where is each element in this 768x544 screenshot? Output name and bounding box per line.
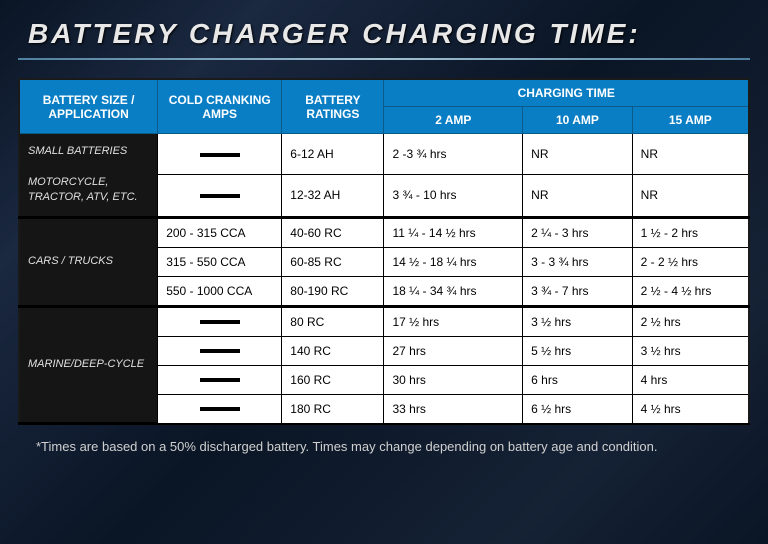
cell-15amp: 2 ½ - 4 ½ hrs xyxy=(632,276,749,306)
page-title: BATTERY CHARGER CHARGING TIME: xyxy=(0,0,768,58)
cell-10amp: 3 ¾ - 7 hrs xyxy=(523,276,633,306)
th-charging-time: CHARGING TIME xyxy=(384,79,749,107)
cell-2amp: 17 ½ hrs xyxy=(384,306,523,336)
cell-15amp: 2 - 2 ½ hrs xyxy=(632,247,749,276)
cell-rating: 180 RC xyxy=(282,394,384,424)
cell-2amp: 18 ¼ - 34 ¾ hrs xyxy=(384,276,523,306)
th-2amp: 2 AMP xyxy=(384,107,523,134)
title-underline xyxy=(18,58,750,60)
cell-cca xyxy=(158,394,282,424)
cell-2amp: 30 hrs xyxy=(384,365,523,394)
charging-time-table: BATTERY SIZE / APPLICATION COLD CRANKING… xyxy=(18,78,750,425)
dash-icon xyxy=(200,349,240,353)
cell-10amp: NR xyxy=(523,175,633,218)
th-15amp: 15 AMP xyxy=(632,107,749,134)
cell-15amp: NR xyxy=(632,175,749,218)
group-label: MARINE/DEEP-CYCLE xyxy=(19,306,158,424)
cell-10amp: 5 ½ hrs xyxy=(523,336,633,365)
cell-rating: 60-85 RC xyxy=(282,247,384,276)
cell-rating: 6-12 AH xyxy=(282,134,384,175)
cell-rating: 40-60 RC xyxy=(282,217,384,247)
cell-15amp: 1 ½ - 2 hrs xyxy=(632,217,749,247)
cell-cca: 315 - 550 CCA xyxy=(158,247,282,276)
th-cca: COLD CRANKING AMPS xyxy=(158,79,282,134)
cell-15amp: 3 ½ hrs xyxy=(632,336,749,365)
cell-cca: 200 - 315 CCA xyxy=(158,217,282,247)
cell-10amp: NR xyxy=(523,134,633,175)
cell-cca xyxy=(158,336,282,365)
cell-15amp: 2 ½ hrs xyxy=(632,306,749,336)
th-battery-size: BATTERY SIZE / APPLICATION xyxy=(19,79,158,134)
dash-icon xyxy=(200,407,240,411)
dash-icon xyxy=(200,153,240,157)
th-ratings: BATTERY RATINGS xyxy=(282,79,384,134)
group-label: CARS / TRUCKS xyxy=(19,217,158,306)
dash-icon xyxy=(200,320,240,324)
cell-10amp: 6 ½ hrs xyxy=(523,394,633,424)
th-10amp: 10 AMP xyxy=(523,107,633,134)
cell-cca xyxy=(158,175,282,218)
table-container: BATTERY SIZE / APPLICATION COLD CRANKING… xyxy=(18,78,750,425)
cell-rating: 12-32 AH xyxy=(282,175,384,218)
footnote: *Times are based on a 50% discharged bat… xyxy=(0,425,768,454)
cell-10amp: 2 ¼ - 3 hrs xyxy=(523,217,633,247)
cell-2amp: 27 hrs xyxy=(384,336,523,365)
cell-cca: 550 - 1000 CCA xyxy=(158,276,282,306)
dash-icon xyxy=(200,194,240,198)
cell-rating: 140 RC xyxy=(282,336,384,365)
cell-15amp: 4 hrs xyxy=(632,365,749,394)
group-label: SMALL BATTERIESMOTORCYCLE, TRACTOR, ATV,… xyxy=(19,134,158,218)
cell-rating: 80 RC xyxy=(282,306,384,336)
cell-rating: 80-190 RC xyxy=(282,276,384,306)
cell-rating: 160 RC xyxy=(282,365,384,394)
cell-10amp: 3 - 3 ¾ hrs xyxy=(523,247,633,276)
cell-2amp: 11 ¼ - 14 ½ hrs xyxy=(384,217,523,247)
cell-2amp: 33 hrs xyxy=(384,394,523,424)
cell-10amp: 3 ½ hrs xyxy=(523,306,633,336)
dash-icon xyxy=(200,378,240,382)
cell-15amp: 4 ½ hrs xyxy=(632,394,749,424)
cell-10amp: 6 hrs xyxy=(523,365,633,394)
cell-cca xyxy=(158,134,282,175)
cell-2amp: 2 -3 ¾ hrs xyxy=(384,134,523,175)
cell-2amp: 14 ½ - 18 ¼ hrs xyxy=(384,247,523,276)
cell-2amp: 3 ¾ - 10 hrs xyxy=(384,175,523,218)
cell-15amp: NR xyxy=(632,134,749,175)
cell-cca xyxy=(158,306,282,336)
cell-cca xyxy=(158,365,282,394)
